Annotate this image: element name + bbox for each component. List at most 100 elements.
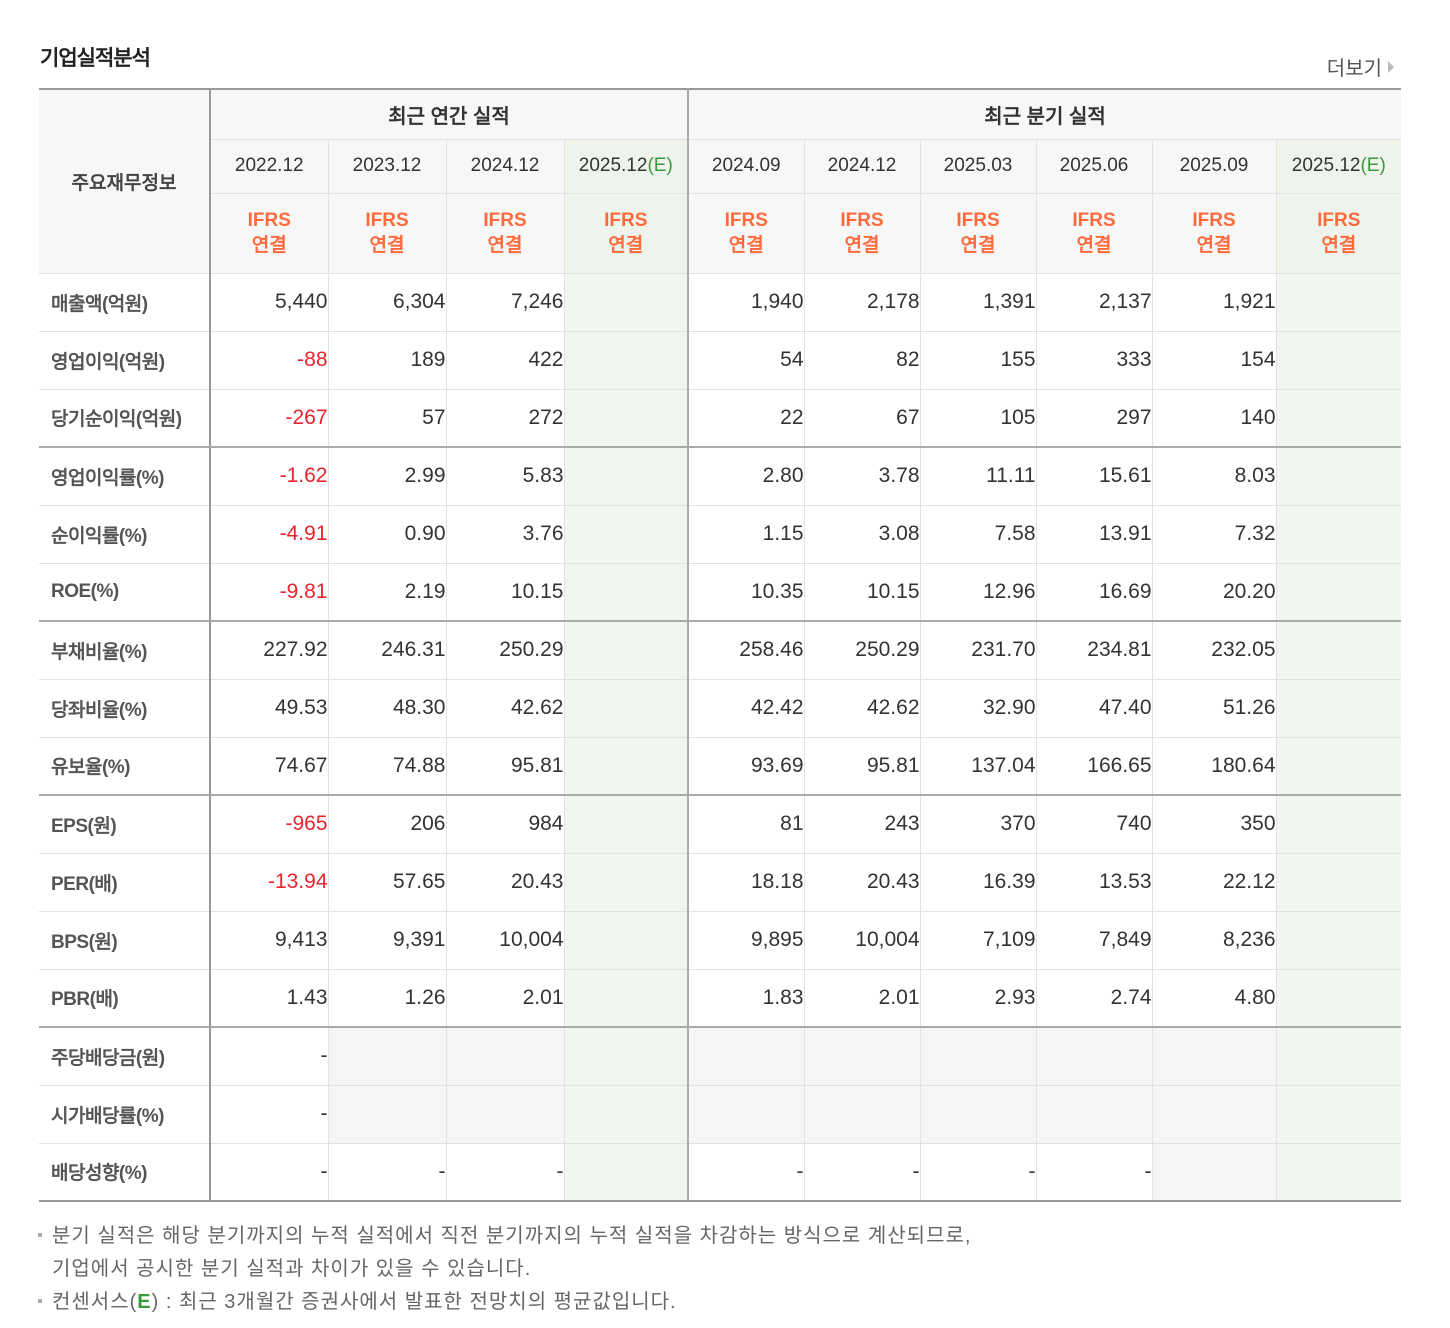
footnote-consensus-suffix: ) : 최근 3개월간 증권사에서 발표한 전망치의 평균값입니다.: [151, 1291, 677, 1313]
table-row: 부채비율(%) 227.92 246.31 250.29 258.46 250.29 231…: [39, 621, 1402, 680]
value-cell: 47.40: [1036, 679, 1153, 738]
value-cell: 81: [688, 795, 805, 854]
value-cell: 250.29: [446, 621, 565, 680]
row-label: 부채비율(%): [39, 621, 211, 680]
more-link-label: 더보기: [1326, 58, 1382, 80]
value-cell: [564, 563, 690, 622]
row-label: ROE(%): [39, 563, 211, 622]
period-header: 2023.12: [328, 139, 447, 194]
value-cell: -9.81: [210, 563, 329, 622]
table-row: PER(배) -13.94 57.65 20.43 18.18 20.43 16.39 13.…: [39, 853, 1402, 912]
value-cell: [1152, 1085, 1277, 1144]
value-cell: -1.62: [210, 447, 329, 506]
value-cell: [1152, 1143, 1277, 1202]
table-row: BPS(원) 9,413 9,391 10,004 9,895 10,004 7,109 7,…: [39, 911, 1402, 970]
value-cell: [688, 1085, 805, 1144]
value-cell: 231.70: [920, 621, 1037, 680]
ifrs-badge: IFRS 연결: [804, 193, 921, 274]
quarterly-group-header: 최근 분기 실적: [688, 88, 1402, 140]
value-cell: 93.69: [688, 737, 805, 796]
value-cell: 74.88: [328, 737, 447, 796]
ifrs-badge: IFRS 연결: [688, 193, 805, 274]
row-label: 당좌비율(%): [39, 679, 211, 738]
period-header: 2025.12(E): [1276, 139, 1402, 194]
period-label: 2025.03: [943, 155, 1013, 176]
value-cell: 2.99: [328, 447, 447, 506]
table-row: 영업이익률(%) -1.62 2.99 5.83 2.80 3.78 11.11 15.61 8…: [39, 447, 1402, 506]
value-cell: [564, 737, 690, 796]
value-cell: 234.81: [1036, 621, 1153, 680]
value-cell: 7,246: [446, 273, 565, 332]
section-title: 기업실적분석: [40, 47, 151, 70]
value-cell: 32.90: [920, 679, 1037, 738]
value-cell: 12.96: [920, 563, 1037, 622]
value-cell: 258.46: [688, 621, 805, 680]
value-cell: 9,413: [210, 911, 329, 970]
value-cell: -: [446, 1143, 565, 1202]
row-label: BPS(원): [39, 911, 211, 970]
value-cell: [564, 911, 690, 970]
value-cell: -965: [210, 795, 329, 854]
value-cell: 20.20: [1152, 563, 1277, 622]
row-label: 영업이익(억원): [39, 331, 211, 390]
consolidated-label: 연결: [608, 235, 644, 256]
value-cell: 7.32: [1152, 505, 1277, 564]
value-cell: [564, 853, 690, 912]
consolidated-label: 연결: [960, 235, 996, 256]
value-cell: 2.80: [688, 447, 805, 506]
value-cell: 7.58: [920, 505, 1037, 564]
value-cell: 422: [446, 331, 565, 390]
value-cell: 10,004: [804, 911, 921, 970]
table-body: 매출액(억원) 5,440 6,304 7,246 1,940 2,178 1,391 2,1…: [39, 273, 1402, 1202]
value-cell: 7,109: [920, 911, 1037, 970]
more-link[interactable]: 더보기: [1327, 52, 1394, 81]
row-label: 시가배당률(%): [39, 1085, 211, 1144]
value-cell: 6,304: [328, 273, 447, 332]
value-cell: 1.83: [688, 969, 805, 1028]
value-cell: [1276, 1085, 1402, 1144]
row-label: PBR(배): [39, 969, 211, 1028]
row-label: 당기순이익(억원): [39, 389, 211, 448]
value-cell: [564, 505, 690, 564]
value-cell: 7,849: [1036, 911, 1153, 970]
row-label: 순이익률(%): [39, 505, 211, 564]
value-cell: -: [328, 1143, 447, 1202]
value-cell: 15.61: [1036, 447, 1153, 506]
value-cell: 154: [1152, 331, 1277, 390]
value-cell: 243: [804, 795, 921, 854]
value-cell: [328, 1085, 447, 1144]
value-cell: 10.35: [688, 563, 805, 622]
main-label-header: 주요재무정보: [39, 88, 211, 274]
value-cell: -: [210, 1143, 329, 1202]
value-cell: 246.31: [328, 621, 447, 680]
value-cell: 57: [328, 389, 447, 448]
ifrs-badge: IFRS 연결: [328, 193, 447, 274]
value-cell: 2.01: [446, 969, 565, 1028]
table-row: 당좌비율(%) 49.53 48.30 42.62 42.42 42.62 32.90 47.…: [39, 679, 1402, 738]
value-cell: 10,004: [446, 911, 565, 970]
value-cell: 1,940: [688, 273, 805, 332]
period-label: 2025.06: [1059, 155, 1129, 176]
value-cell: 1,921: [1152, 273, 1277, 332]
value-cell: 140: [1152, 389, 1277, 448]
value-cell: 1,391: [920, 273, 1037, 332]
bullet-icon: [38, 1232, 42, 1237]
value-cell: [1276, 795, 1402, 854]
financial-summary-table: 주요재무정보 최근 연간 실적 최근 분기 실적 2022.12 2023.12 2…: [39, 88, 1402, 1202]
value-cell: 8,236: [1152, 911, 1277, 970]
value-cell: 8.03: [1152, 447, 1277, 506]
period-label: 2023.12: [352, 155, 422, 176]
value-cell: [564, 621, 690, 680]
row-label: 유보율(%): [39, 737, 211, 796]
annual-group-header: 최근 연간 실적: [210, 88, 690, 140]
row-label: 영업이익률(%): [39, 447, 211, 506]
period-header: 2024.12: [446, 139, 565, 194]
value-cell: [1276, 621, 1402, 680]
value-cell: 105: [920, 389, 1037, 448]
period-label: 2022.12: [234, 155, 304, 176]
ifrs-label: IFRS: [956, 210, 1000, 231]
value-cell: [920, 1085, 1037, 1144]
footnote-quarterly: 분기 실적은 해당 분기까지의 누적 실적에서 직전 분기까지의 누적 실적을 …: [38, 1220, 971, 1253]
period-header: 2025.03: [920, 139, 1037, 194]
value-cell: -88: [210, 331, 329, 390]
